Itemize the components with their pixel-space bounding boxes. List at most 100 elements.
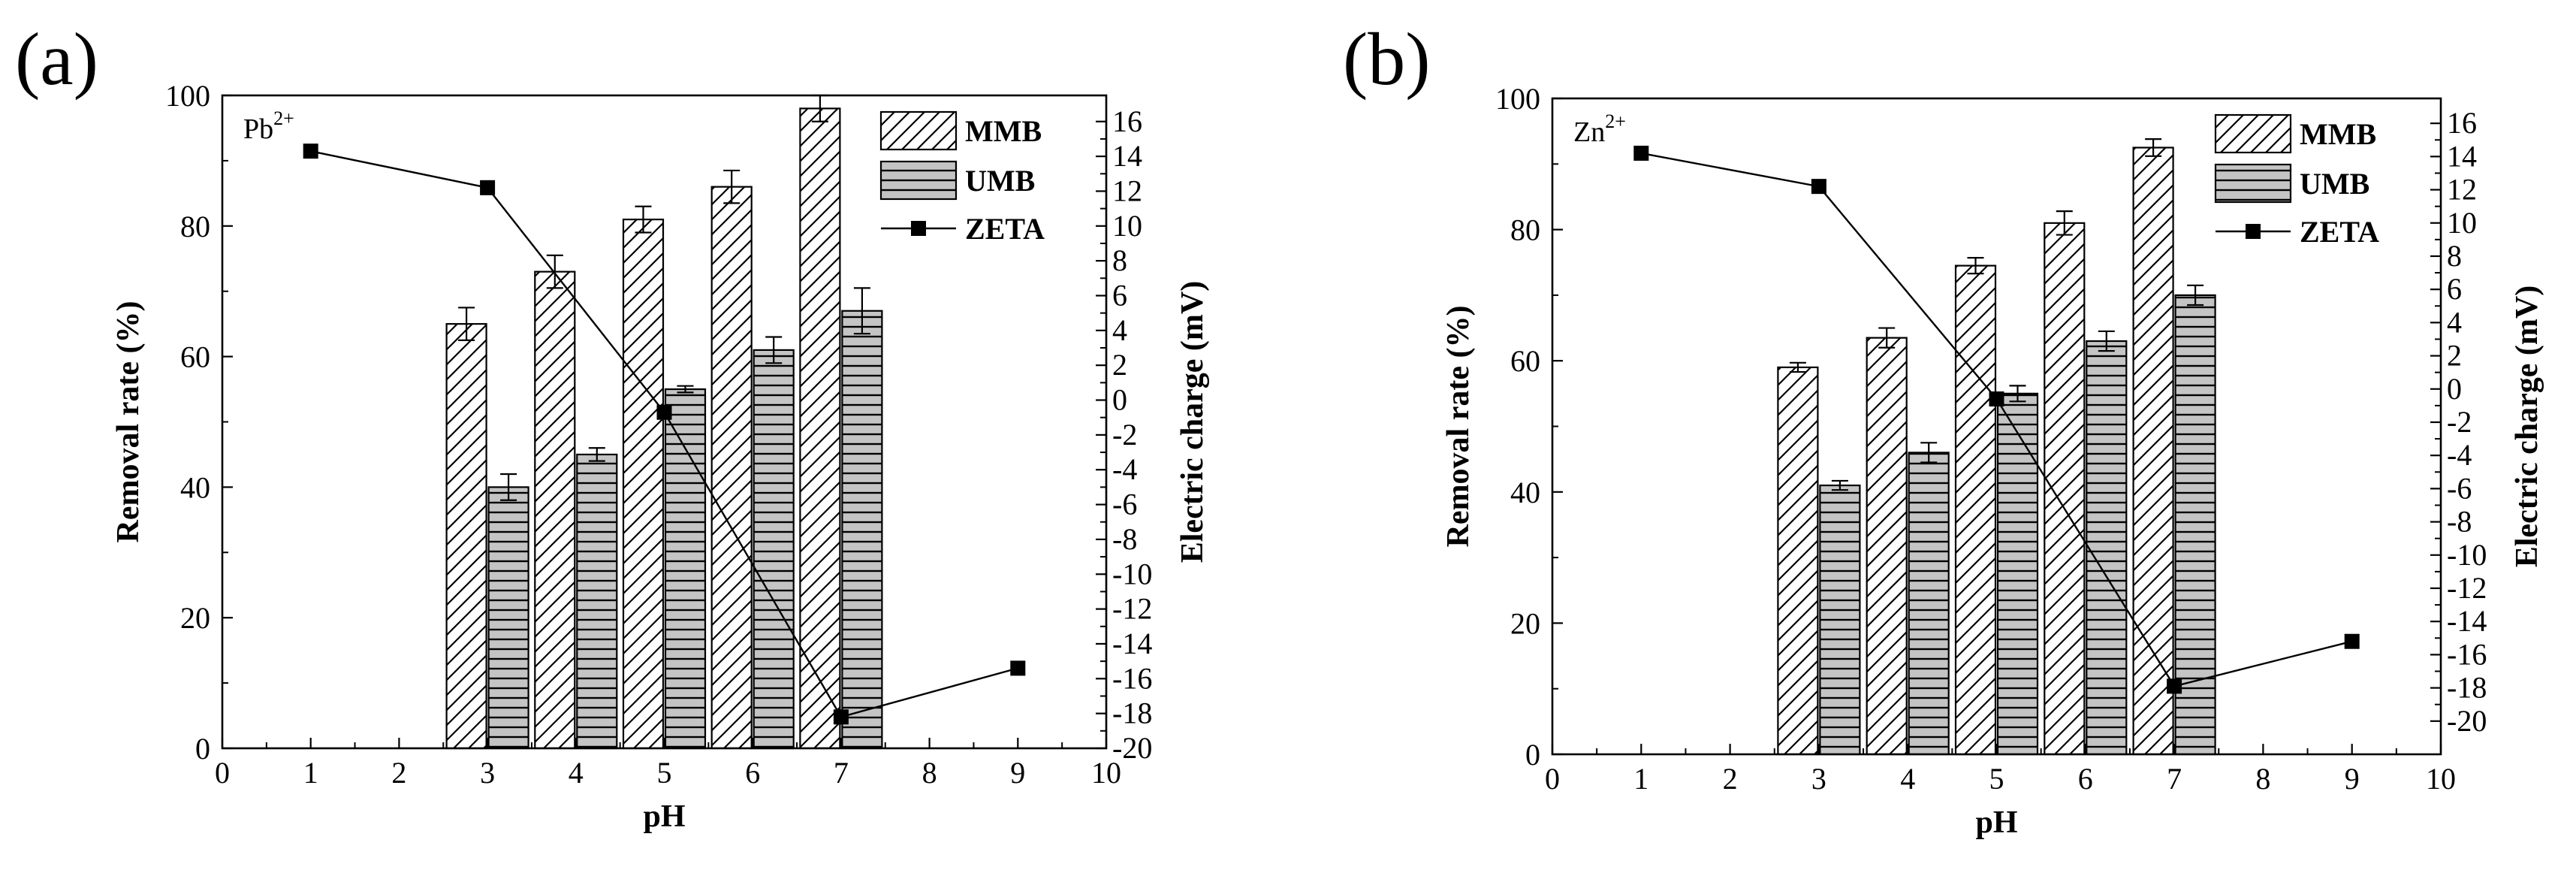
zeta-point bbox=[1633, 145, 1649, 161]
y2-tick-label: -4 bbox=[2447, 438, 2472, 472]
y2-tick-label: -4 bbox=[1112, 452, 1137, 486]
ion-charge: 2+ bbox=[273, 107, 294, 129]
ion-label: Zn2+ bbox=[1573, 110, 1626, 148]
y2-tick-label: -12 bbox=[1112, 592, 1152, 626]
legend-swatch-umb bbox=[879, 160, 958, 201]
y2-tick-label: 4 bbox=[1112, 313, 1127, 347]
zeta-point bbox=[1989, 391, 2004, 407]
legend-swatch-mmb bbox=[2214, 113, 2292, 154]
legend-label-umb: UMB bbox=[2300, 167, 2369, 201]
bar-mmb-ph-3 bbox=[445, 323, 487, 750]
y2-tick-label: -20 bbox=[2447, 704, 2487, 738]
legend-marker-zeta bbox=[2246, 224, 2261, 239]
ion-label: Pb2+ bbox=[243, 107, 294, 145]
x-tick-label: 5 bbox=[657, 756, 672, 790]
y-tick-label: 100 bbox=[165, 79, 210, 113]
zeta-point bbox=[833, 709, 849, 725]
bar-mmb-ph-6 bbox=[710, 186, 753, 750]
x-tick-label: 7 bbox=[834, 756, 849, 790]
y2-tick-label: -14 bbox=[1112, 627, 1152, 660]
y-tick-label: 80 bbox=[1510, 213, 1540, 247]
x-tick-label: 9 bbox=[2345, 762, 2360, 796]
zeta-point bbox=[1811, 179, 1826, 195]
bar-umb-ph-5 bbox=[1996, 392, 2039, 756]
y2-tick-label: 0 bbox=[1112, 383, 1127, 417]
bar-umb-ph-6 bbox=[2086, 340, 2128, 756]
legend-label-zeta: ZETA bbox=[2300, 215, 2379, 249]
y2-tick-label: -12 bbox=[2447, 571, 2487, 605]
legend-label-mmb: MMB bbox=[965, 114, 1042, 148]
y2-tick-label: 16 bbox=[2447, 106, 2477, 140]
zeta-point bbox=[480, 180, 496, 195]
bar-umb-ph-3 bbox=[487, 486, 529, 750]
y-axis-title: Removal rate (%) bbox=[1441, 306, 1476, 548]
y2-tick-label: -6 bbox=[1112, 488, 1137, 521]
zeta-line bbox=[1641, 152, 2352, 687]
x-tick-label: 10 bbox=[2426, 762, 2456, 796]
x-tick-label: 6 bbox=[745, 756, 760, 790]
zeta-line bbox=[310, 150, 1018, 718]
bar-mmb-ph-7 bbox=[799, 107, 841, 750]
y2-tick-label: 2 bbox=[2447, 339, 2462, 373]
x-tick-label: 1 bbox=[1633, 762, 1648, 796]
legend-swatch-umb bbox=[2214, 163, 2292, 204]
y2-tick-label: -18 bbox=[2447, 671, 2487, 705]
zeta-point bbox=[1010, 660, 1026, 676]
x-tick-label: 1 bbox=[303, 756, 318, 790]
y2-axis-title: Electric charge (mV) bbox=[1175, 281, 1210, 563]
y2-tick-label: -10 bbox=[1112, 557, 1152, 591]
ion-base: Pb bbox=[243, 113, 273, 145]
bar-mmb-ph-3 bbox=[1777, 366, 1819, 756]
legend: MMB UMB ZETA bbox=[879, 110, 1045, 246]
bar-mmb-ph-6 bbox=[2044, 222, 2086, 756]
x-tick-label: 7 bbox=[2167, 762, 2182, 796]
x-tick-label: 9 bbox=[1010, 756, 1025, 790]
legend-label-mmb: MMB bbox=[2300, 117, 2376, 151]
bar-umb-ph-3 bbox=[1819, 484, 1861, 756]
zeta-point bbox=[2344, 633, 2360, 649]
x-tick-label: 6 bbox=[2078, 762, 2093, 796]
zeta-point bbox=[2167, 678, 2182, 694]
y2-tick-label: -14 bbox=[2447, 604, 2487, 638]
bar-mmb-ph-5 bbox=[1954, 264, 1997, 756]
x-tick-label: 4 bbox=[569, 756, 584, 790]
y2-tick-label: 10 bbox=[2447, 206, 2477, 240]
x-tick-label: 3 bbox=[480, 756, 495, 790]
y-tick-label: 20 bbox=[1510, 606, 1540, 640]
ion-base: Zn bbox=[1573, 116, 1605, 148]
y-tick-label: 40 bbox=[180, 470, 210, 504]
y2-tick-label: -16 bbox=[2447, 637, 2487, 671]
x-tick-label: 4 bbox=[1900, 762, 1915, 796]
y2-tick-label: -8 bbox=[1112, 522, 1137, 556]
bar-mmb-ph-4 bbox=[1866, 337, 1908, 756]
ion-charge: 2+ bbox=[1605, 110, 1626, 132]
legend-swatch-mmb bbox=[879, 110, 958, 151]
y2-tick-label: 10 bbox=[1112, 209, 1142, 243]
bar-umb-ph-6 bbox=[753, 349, 795, 750]
panel-label: (b) bbox=[1343, 17, 1431, 101]
y2-tick-label: 4 bbox=[2447, 305, 2462, 339]
x-tick-label: 5 bbox=[1989, 762, 2004, 796]
x-tick-label: 0 bbox=[215, 756, 230, 790]
bar-mmb-ph-5 bbox=[622, 219, 665, 750]
bar-umb-ph-5 bbox=[664, 388, 707, 750]
x-tick-label: 8 bbox=[2255, 762, 2270, 796]
y-tick-label: 60 bbox=[180, 340, 210, 374]
y2-tick-label: -10 bbox=[2447, 538, 2487, 572]
legend-label-zeta: ZETA bbox=[965, 212, 1045, 246]
panel-b: 0 1 2 3 4 5 6 7 8 9 10020406080100-20-18-16-14-12-… bbox=[1343, 17, 2544, 840]
y2-tick-label: 8 bbox=[2447, 239, 2462, 273]
bar-umb-ph-4 bbox=[1908, 452, 1950, 756]
y2-axis-title: Electric charge (mV) bbox=[2510, 285, 2544, 567]
x-axis-title: pH bbox=[1975, 805, 2017, 840]
y2-tick-label: 2 bbox=[1112, 348, 1127, 382]
x-axis-title: pH bbox=[643, 799, 685, 834]
x-tick-label: 8 bbox=[922, 756, 937, 790]
panel-a: 0 1 2 3 4 5 6 7 8 9 10020406080100-20-18-16-14-12-… bbox=[15, 17, 1210, 834]
x-tick-label: 10 bbox=[1091, 756, 1121, 790]
y2-tick-label: -6 bbox=[2447, 471, 2472, 505]
y-tick-label: 40 bbox=[1510, 476, 1540, 509]
y-tick-label: 0 bbox=[195, 732, 210, 766]
bar-mmb-ph-7 bbox=[2132, 147, 2174, 756]
